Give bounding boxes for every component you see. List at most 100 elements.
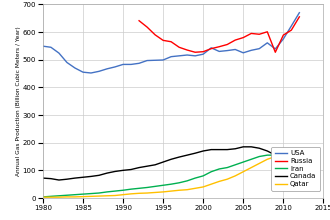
- Iran: [137, 187, 141, 190]
- Iran: [241, 161, 245, 163]
- Line: Iran: Iran: [43, 155, 299, 197]
- Canada: [225, 148, 229, 151]
- USA: [145, 59, 149, 62]
- Iran: [161, 184, 165, 187]
- Iran: [297, 155, 301, 157]
- USA: [65, 61, 69, 64]
- USA: [185, 54, 189, 56]
- Canada: [185, 154, 189, 156]
- Qatar: [273, 155, 277, 158]
- Canada: [281, 155, 285, 158]
- Canada: [257, 147, 261, 150]
- Qatar: [121, 193, 125, 196]
- Qatar: [193, 187, 197, 190]
- Line: Russia: Russia: [139, 17, 299, 52]
- Qatar: [225, 178, 229, 181]
- Russia: [153, 33, 157, 36]
- Russia: [289, 29, 293, 31]
- Qatar: [161, 191, 165, 193]
- Canada: [81, 176, 85, 179]
- Iran: [177, 182, 181, 184]
- Qatar: [153, 191, 157, 194]
- Canada: [113, 170, 117, 173]
- Russia: [233, 39, 237, 41]
- Canada: [209, 148, 213, 151]
- Russia: [281, 34, 285, 37]
- USA: [201, 53, 205, 55]
- USA: [217, 50, 221, 53]
- Canada: [121, 169, 125, 172]
- USA: [273, 48, 277, 50]
- Canada: [273, 154, 277, 156]
- USA: [177, 55, 181, 57]
- Canada: [65, 178, 69, 181]
- Iran: [225, 166, 229, 169]
- USA: [113, 66, 117, 68]
- Qatar: [249, 166, 253, 169]
- Russia: [217, 45, 221, 48]
- USA: [129, 63, 133, 66]
- USA: [105, 68, 109, 70]
- Iran: [193, 177, 197, 179]
- Canada: [57, 179, 61, 181]
- Canada: [201, 150, 205, 152]
- Qatar: [73, 196, 77, 198]
- Canada: [289, 154, 293, 156]
- Canada: [265, 150, 269, 152]
- Iran: [113, 190, 117, 192]
- Russia: [161, 39, 165, 42]
- Qatar: [297, 155, 301, 158]
- Iran: [265, 154, 269, 156]
- USA: [121, 63, 125, 66]
- Line: USA: USA: [43, 13, 299, 73]
- Qatar: [137, 192, 141, 195]
- Canada: [241, 145, 245, 148]
- USA: [233, 48, 237, 51]
- USA: [161, 59, 165, 61]
- Qatar: [129, 192, 133, 195]
- Qatar: [241, 170, 245, 173]
- Canada: [153, 163, 157, 166]
- Qatar: [65, 196, 69, 198]
- Legend: USA, Russia, Iran, Canada, Qatar: USA, Russia, Iran, Canada, Qatar: [271, 147, 320, 191]
- USA: [209, 46, 213, 49]
- Qatar: [233, 174, 237, 177]
- Russia: [169, 40, 173, 43]
- Canada: [145, 165, 149, 167]
- Qatar: [177, 189, 181, 192]
- Qatar: [57, 196, 61, 198]
- Russia: [257, 33, 261, 36]
- Qatar: [113, 194, 117, 197]
- Russia: [137, 19, 141, 22]
- Russia: [177, 46, 181, 49]
- USA: [41, 45, 45, 48]
- Qatar: [265, 158, 269, 161]
- Iran: [129, 188, 133, 191]
- USA: [57, 52, 61, 54]
- Russia: [209, 47, 213, 50]
- Canada: [249, 145, 253, 148]
- Y-axis label: Annual Gas Production (Billion Cubic Meters / Year): Annual Gas Production (Billion Cubic Met…: [16, 26, 21, 176]
- Canada: [161, 161, 165, 163]
- Qatar: [281, 159, 285, 162]
- Canada: [233, 147, 237, 150]
- Line: Canada: Canada: [43, 147, 299, 180]
- Iran: [273, 154, 277, 156]
- Qatar: [105, 194, 109, 197]
- Iran: [217, 168, 221, 170]
- Line: Qatar: Qatar: [43, 156, 299, 197]
- USA: [249, 49, 253, 52]
- Canada: [129, 168, 133, 171]
- Canada: [169, 158, 173, 161]
- Iran: [97, 192, 101, 194]
- USA: [193, 55, 197, 57]
- USA: [49, 46, 53, 49]
- Russia: [185, 49, 189, 51]
- Iran: [121, 189, 125, 192]
- Iran: [209, 170, 213, 173]
- Qatar: [209, 183, 213, 185]
- Russia: [249, 32, 253, 35]
- USA: [169, 55, 173, 58]
- Iran: [201, 174, 205, 177]
- Iran: [281, 155, 285, 157]
